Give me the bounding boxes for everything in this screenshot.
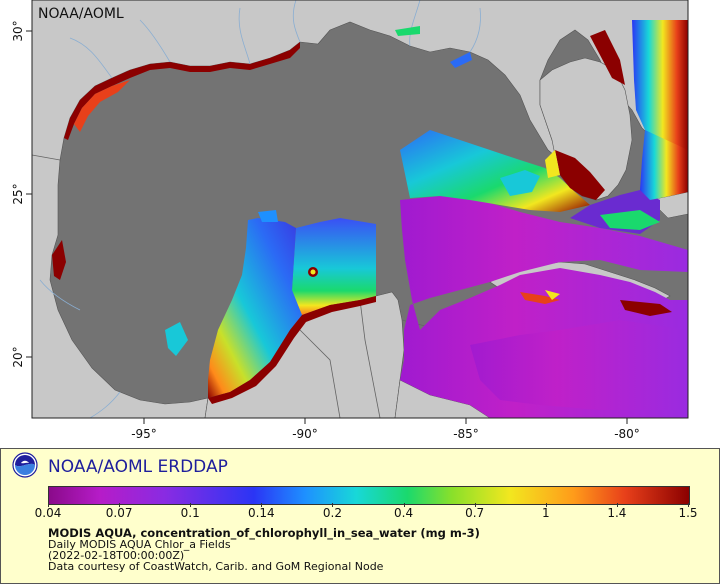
- colorbar-tick-mark: [48, 503, 49, 507]
- dataset-title: MODIS AQUA, concentration_of_chlorophyll…: [48, 526, 480, 540]
- colorbar-tick-label: 0.1: [180, 506, 200, 520]
- lon-tick-label: -85°: [453, 427, 479, 441]
- colorbar-tick-label: 1: [541, 506, 550, 520]
- dataset-subtitle: Daily MODIS AQUA Chlor_a Fields: [48, 538, 231, 551]
- dataset-credit: Data courtesy of CoastWatch, Carib. and …: [48, 560, 384, 573]
- lon-tick-label: -95°: [131, 427, 157, 441]
- colorbar-tick-label: 0.04: [34, 506, 62, 520]
- map-frame: [31, 0, 689, 419]
- colorbar: [48, 486, 690, 505]
- colorbar-tick-mark: [332, 503, 334, 507]
- rivers: [39, 0, 481, 419]
- noaa-logo-icon: [12, 452, 38, 478]
- colorbar-tick-label: 1.4: [607, 506, 627, 520]
- colorbar-tick-mark: [474, 503, 476, 507]
- colorbar-tick-label: 0.07: [105, 506, 133, 520]
- brand-title: NOAA/AOML ERDDAP: [48, 457, 228, 477]
- lon-tick-label: -90°: [292, 427, 318, 441]
- colorbar-tick-mark: [688, 503, 689, 507]
- chlorophyll-map[interactable]: -95° -90° -85° -80° 30° 25° 20° NOAA/AOML: [0, 0, 720, 448]
- map-corner-label: NOAA/AOML: [38, 6, 124, 22]
- chlorophyll-data: [52, 20, 688, 418]
- colorbar-tick-label: 0.14: [247, 506, 275, 520]
- lon-tick-label: -80°: [614, 427, 640, 441]
- colorbar-tick-mark: [403, 503, 405, 507]
- colorbar-tick-label: 1.5: [678, 506, 698, 520]
- colorbar-tick-label: 0.7: [465, 506, 485, 520]
- legend-panel: [0, 448, 720, 584]
- lat-tick-label: 20°: [11, 346, 25, 367]
- colorbar-tick-mark: [545, 503, 547, 507]
- longitude-ticks: -95° -90° -85° -80°: [131, 418, 640, 441]
- colorbar-tick-label: 0.2: [322, 506, 342, 520]
- latitude-ticks: 30° 25° 20°: [11, 20, 32, 368]
- colorbar-tick-mark: [190, 503, 192, 507]
- map-panel: -95° -90° -85° -80° 30° 25° 20° NOAA/AOML: [0, 0, 720, 448]
- colorbar-tick-label: 0.4: [394, 506, 414, 520]
- colorbar-tick-mark: [616, 503, 618, 507]
- colorbar-tick-mark: [261, 503, 263, 507]
- colorbar-tick-mark: [119, 503, 121, 507]
- lat-tick-label: 30°: [11, 20, 25, 41]
- lat-tick-label: 25°: [11, 183, 25, 204]
- dataset-time: (2022-02-18T00:00:00Z): [48, 549, 185, 562]
